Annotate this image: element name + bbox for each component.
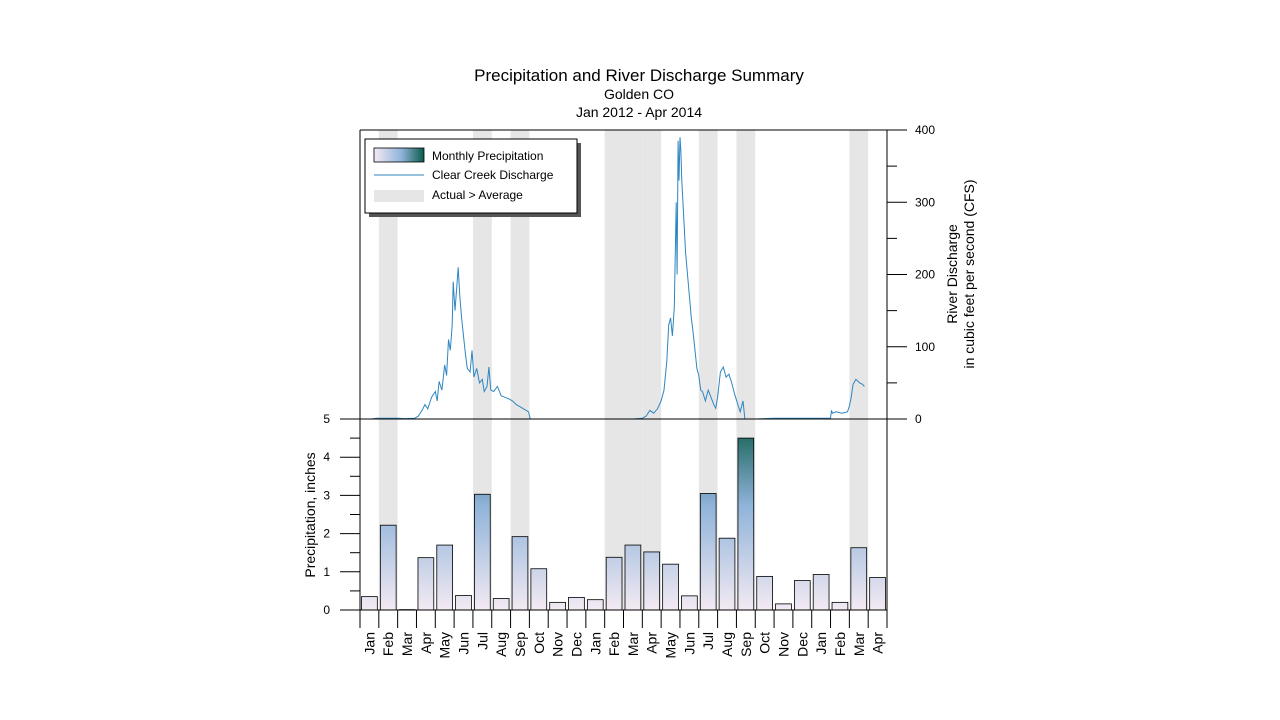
- precip-bar: [624, 544, 642, 611]
- legend-label-discharge: Clear Creek Discharge: [432, 168, 554, 182]
- precip-bar: [436, 544, 454, 611]
- month-tick-label: Jul: [474, 632, 490, 650]
- precip-bar: [568, 596, 585, 611]
- month-tick-label: Apr: [870, 632, 886, 654]
- highlight-band: [472, 130, 492, 610]
- precip-bar: [831, 601, 849, 611]
- discharge-tick-label: 100: [915, 340, 935, 354]
- chart-subtitle-period: Jan 2012 - Apr 2014: [576, 104, 702, 120]
- month-tick-label: Oct: [531, 632, 547, 654]
- legend-label-precip: Monthly Precipitation: [432, 149, 543, 163]
- precip-bar: [549, 601, 566, 611]
- month-tick-label: Sep: [738, 632, 754, 657]
- precip-tick-label: 0: [323, 603, 330, 617]
- discharge-axis-label-line2: in cubic feet per second (CFS): [961, 179, 977, 368]
- month-tick-label: May: [663, 632, 679, 658]
- month-tick-label: Apr: [418, 632, 434, 654]
- month-tick-label: Aug: [719, 632, 735, 657]
- discharge-tick-label: 300: [915, 195, 935, 209]
- month-tick-label: Feb: [606, 632, 622, 656]
- month-tick-label: Mar: [851, 632, 867, 656]
- precip-bar: [530, 568, 548, 611]
- discharge-tick-label: 400: [915, 123, 935, 137]
- chart-subtitle-location: Golden CO: [604, 86, 674, 102]
- precip-bar: [643, 551, 661, 611]
- precip-bar: [718, 537, 736, 611]
- discharge-axis-label-line1: River Discharge: [944, 224, 960, 324]
- highlight-band: [698, 130, 718, 610]
- precip-bar: [869, 577, 886, 611]
- discharge-tick-label: 200: [915, 268, 935, 282]
- chart-title: Precipitation and River Discharge Summar…: [474, 66, 804, 85]
- month-tick-label: Dec: [568, 632, 584, 657]
- precip-bar: [586, 599, 604, 611]
- month-tick-label: Dec: [794, 632, 810, 657]
- discharge-line: [360, 137, 865, 420]
- highlight-band: [510, 130, 530, 610]
- chart-text: Precipitation and River Discharge Summar…: [302, 66, 977, 578]
- month-tick-label: Mar: [625, 632, 641, 656]
- precip-bar: [699, 493, 717, 611]
- month-tick-label: Mar: [399, 632, 415, 656]
- precip-bar: [662, 563, 679, 611]
- precip-bar: [756, 575, 773, 611]
- precip-axis-label: Precipitation, inches: [302, 452, 318, 577]
- precip-bar: [775, 603, 792, 611]
- month-tick-label: Apr: [644, 632, 660, 654]
- highlight-band: [623, 130, 643, 610]
- discharge-tick-label: 0: [915, 412, 922, 426]
- precip-tick-label: 5: [323, 412, 330, 426]
- month-tick-label: Sep: [512, 632, 528, 657]
- precip-tick-label: 1: [323, 565, 330, 579]
- month-tick-label: Aug: [493, 632, 509, 657]
- precip-bar: [455, 595, 472, 611]
- precip-tick-label: 4: [323, 450, 330, 464]
- legend-swatch-average: [374, 190, 424, 202]
- precip-bar: [492, 598, 510, 611]
- month-tick-label: Jun: [456, 632, 472, 655]
- highlight-band: [642, 130, 662, 610]
- legend-label-average: Actual > Average: [432, 188, 523, 202]
- month-tick-label: May: [437, 632, 453, 658]
- month-tick-label: Oct: [757, 632, 773, 654]
- month-tick-label: Nov: [776, 632, 792, 657]
- precip-bar: [511, 536, 529, 611]
- month-tick-label: Feb: [380, 632, 396, 656]
- precip-bar: [850, 547, 868, 611]
- highlight-band: [849, 130, 869, 610]
- highlight-band: [378, 130, 398, 610]
- month-tick-label: Jul: [700, 632, 716, 650]
- precip-bar: [361, 596, 378, 611]
- precip-bar: [793, 580, 811, 611]
- month-tick-label: Feb: [832, 632, 848, 656]
- precip-tick-label: 2: [323, 527, 330, 541]
- discharge-line-group: [360, 137, 865, 420]
- highlight-band: [604, 130, 624, 610]
- month-tick-label: Jan: [587, 632, 603, 655]
- precip-bar: [474, 493, 491, 611]
- month-tick-label: Jun: [681, 632, 697, 655]
- precip-bar: [379, 524, 397, 611]
- legend: Monthly Precipitation Clear Creek Dischar…: [364, 138, 581, 217]
- month-tick-label: Jan: [813, 632, 829, 655]
- precip-bar: [681, 595, 698, 611]
- precip-bar: [605, 556, 623, 611]
- month-tick-label: Nov: [550, 632, 566, 657]
- precip-tick-label: 3: [323, 488, 330, 502]
- precip-bar: [737, 437, 755, 611]
- precip-bar: [417, 557, 435, 611]
- precip-bar: [812, 574, 830, 611]
- legend-swatch-precip: [373, 147, 425, 163]
- precipitation-bars: [361, 437, 886, 611]
- month-tick-label: Jan: [361, 632, 377, 655]
